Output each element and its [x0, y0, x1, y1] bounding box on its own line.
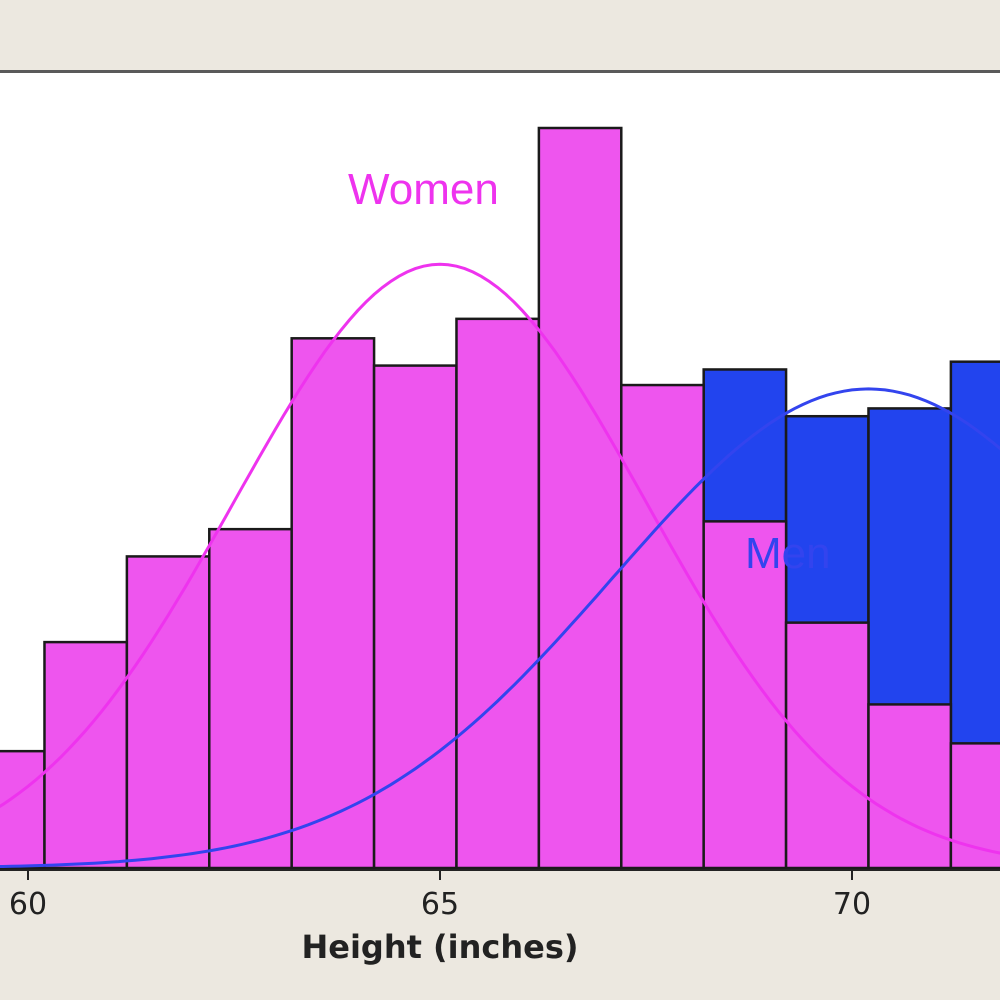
top-bar: [0, 0, 1000, 73]
women-bar: [372, 364, 458, 870]
women-bar: [43, 640, 129, 870]
men-density-curve: [0, 387, 1000, 869]
x-tick-label: 60: [9, 887, 47, 922]
x-axis-ticks: 6065707580: [9, 870, 871, 922]
x-tick-label: 65: [421, 887, 459, 922]
women-bar: [702, 520, 788, 870]
x-axis-title: Height (inches): [301, 928, 578, 966]
women-density-curve: [0, 262, 1000, 855]
women-bar: [867, 703, 953, 870]
women-bar: [949, 742, 1000, 870]
women-bar: [620, 383, 705, 870]
women-bars: [0, 126, 1000, 870]
women-bar: [455, 317, 541, 870]
men-label: Men: [745, 529, 831, 578]
women-bar: [208, 527, 293, 870]
women-bar: [290, 337, 376, 870]
women-bar: [784, 621, 870, 870]
women-bar: [0, 749, 46, 870]
x-tick-label: 70: [833, 887, 871, 922]
women-bar: [125, 555, 211, 870]
women-label: Women: [348, 165, 499, 214]
women-bar: [537, 126, 623, 870]
